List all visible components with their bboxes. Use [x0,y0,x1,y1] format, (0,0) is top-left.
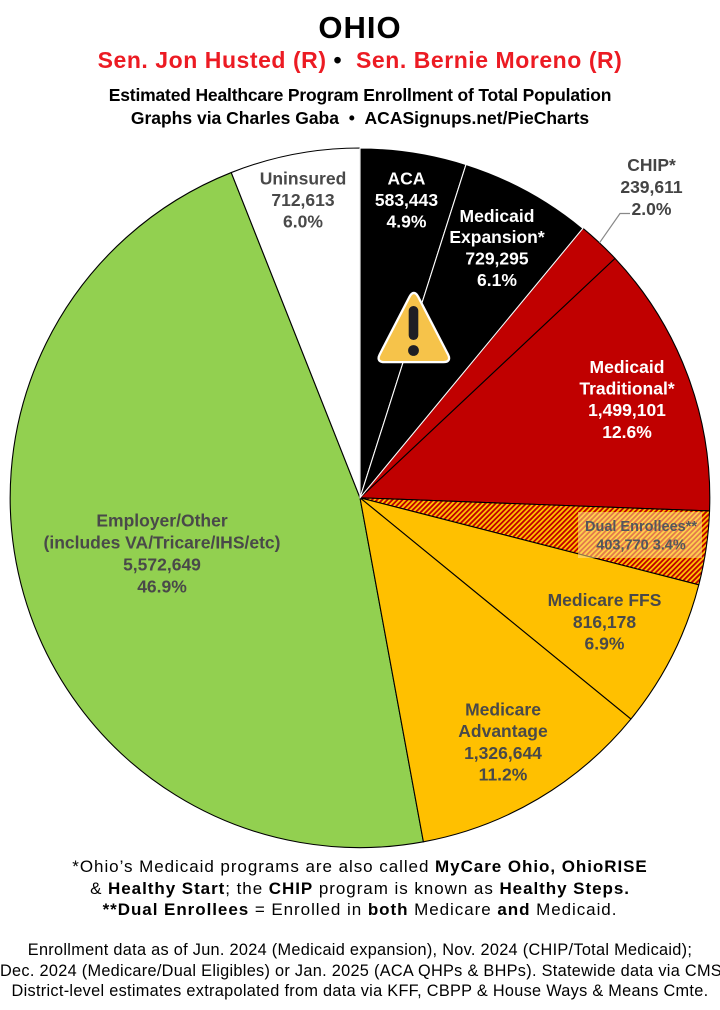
svg-text:46.9%: 46.9% [137,577,187,597]
svg-text:6.0%: 6.0% [283,212,323,232]
svg-text:Expansion*: Expansion* [449,227,544,247]
svg-text:Dual Enrollees**: Dual Enrollees** [585,519,697,535]
svg-text:403,770 3.4%: 403,770 3.4% [596,538,686,554]
svg-text:Uninsured: Uninsured [260,169,347,189]
svg-text:Medicaid: Medicaid [590,357,665,377]
svg-text:5,572,649: 5,572,649 [123,555,201,575]
svg-text:2.0%: 2.0% [632,199,672,219]
svg-text:(includes VA/Tricare/IHS/etc): (includes VA/Tricare/IHS/etc) [44,533,281,553]
svg-text:12.6%: 12.6% [602,422,652,442]
svg-text:816,178: 816,178 [573,612,637,632]
svg-text:6.1%: 6.1% [477,270,517,290]
svg-text:239,611: 239,611 [620,177,683,197]
svg-text:1,499,101: 1,499,101 [588,400,666,420]
svg-text:Traditional*: Traditional* [579,379,674,399]
svg-text:712,613: 712,613 [271,190,335,210]
svg-text:Medicare: Medicare [465,700,541,720]
svg-text:Employer/Other: Employer/Other [96,511,227,531]
svg-text:Advantage: Advantage [458,721,548,741]
svg-text:11.2%: 11.2% [479,765,528,785]
svg-text:Medicare FFS: Medicare FFS [548,590,662,610]
svg-text:729,295: 729,295 [465,249,529,269]
svg-text:ACA: ACA [388,169,426,189]
svg-text:1,326,644: 1,326,644 [464,743,542,763]
svg-text:4.9%: 4.9% [387,212,427,232]
svg-text:Medicaid: Medicaid [460,206,535,226]
svg-text:CHIP*: CHIP* [627,155,676,175]
svg-text:583,443: 583,443 [375,190,439,210]
svg-text:6.9%: 6.9% [585,634,625,654]
